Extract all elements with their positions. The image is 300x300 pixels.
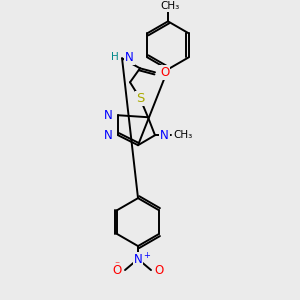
Text: +: + xyxy=(143,250,150,260)
Text: O: O xyxy=(113,263,122,277)
Text: N: N xyxy=(160,129,169,142)
Text: S: S xyxy=(136,92,144,105)
Text: N: N xyxy=(104,109,113,122)
Text: H: H xyxy=(111,52,119,62)
Text: CH₃: CH₃ xyxy=(160,2,180,11)
Text: O: O xyxy=(160,66,169,79)
Text: CH₃: CH₃ xyxy=(173,130,192,140)
Text: N: N xyxy=(104,129,113,142)
Text: ⁻: ⁻ xyxy=(115,260,120,270)
Text: N: N xyxy=(134,253,142,266)
Text: O: O xyxy=(154,263,163,277)
Text: N: N xyxy=(125,51,134,64)
